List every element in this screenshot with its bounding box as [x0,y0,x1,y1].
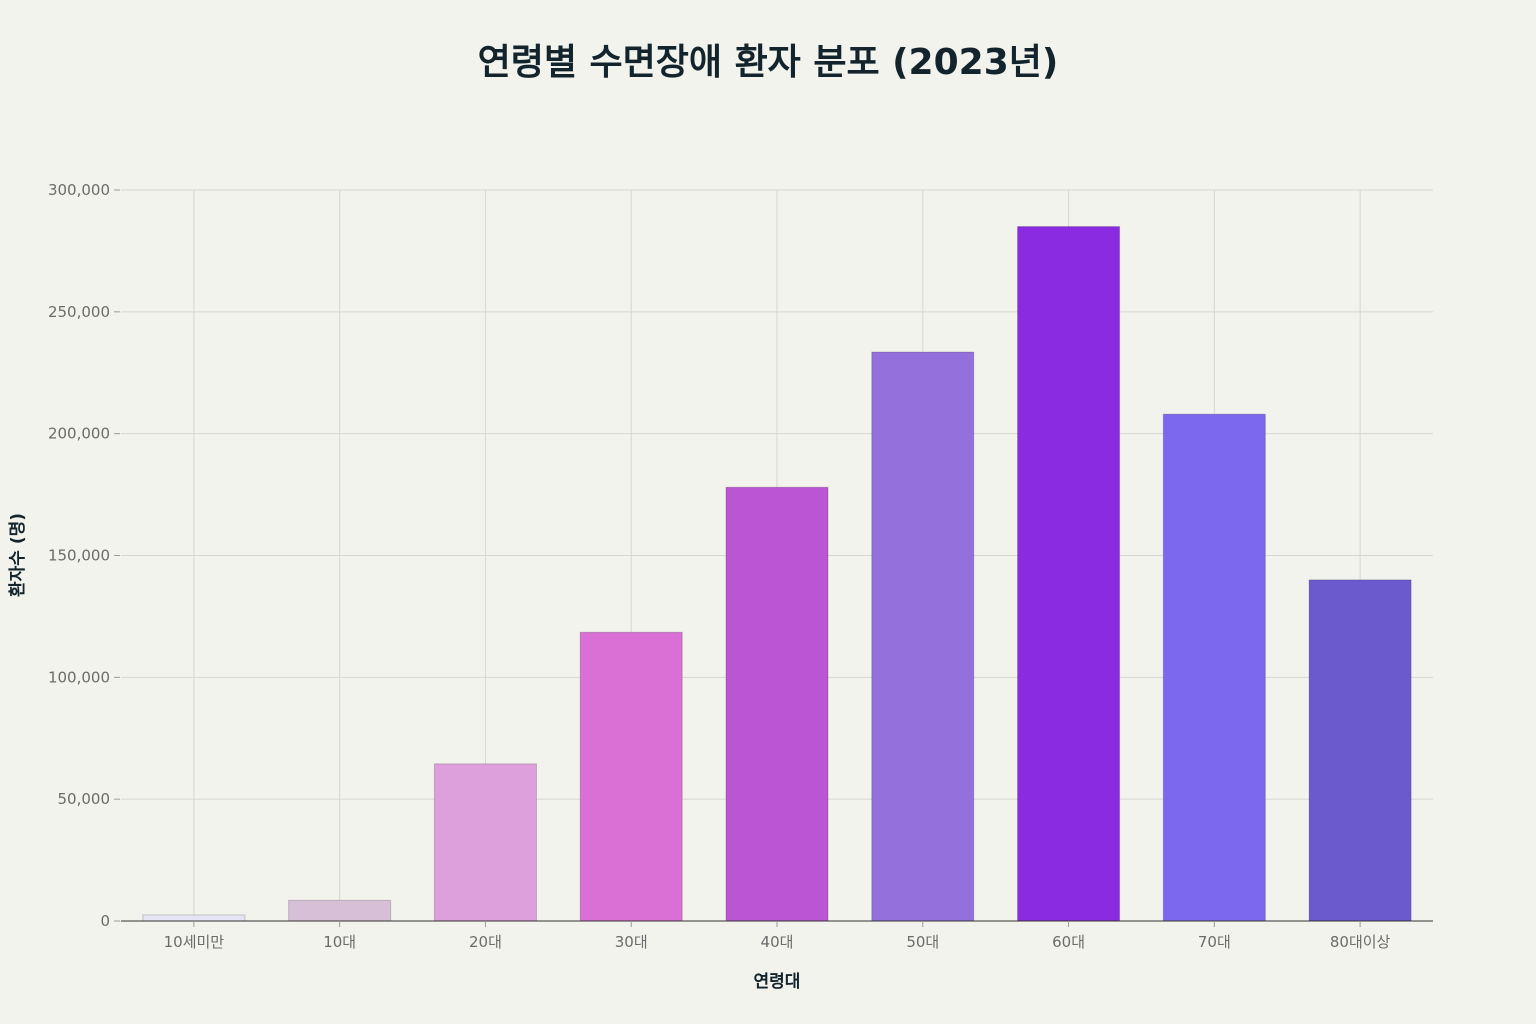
x-tick-label: 50대 [906,933,939,951]
y-axis-title: 환자수 (명) [8,513,28,597]
y-axis-ticks: 0 50,000 100,000 150,000 200,000 250,000 300,0… [48,181,120,930]
y-tick-label: 100,000 [48,668,110,686]
x-tick-label: 30대 [615,933,648,951]
x-tick-label: 20대 [469,933,502,951]
x-tick-label: 60대 [1052,933,1085,951]
x-tick-label: 80대이상 [1330,933,1391,951]
x-tick-label: 10대 [323,933,356,951]
bar-3 [433,763,537,922]
bar-4 [579,631,683,922]
x-tick-label: 40대 [761,933,794,951]
bar-8 [1162,413,1266,922]
chart-title: 연령별 수면장애 환자 분포 (2023년) [478,42,1059,83]
bar-5 [725,486,829,922]
y-tick-label: 300,000 [48,181,110,199]
bar-2 [288,899,392,922]
y-tick-label: 150,000 [48,547,110,565]
bars [142,226,1412,922]
y-tick-label: 0 [100,912,110,930]
x-axis-ticks: 10세미만 10대 20대 30대 40대 50대 60대 70대 80대이상 [164,921,1391,951]
y-tick-label: 200,000 [48,425,110,443]
bar-7 [1017,226,1121,922]
y-tick-label: 50,000 [58,790,111,808]
bar-9 [1308,579,1412,922]
bar-6 [871,351,975,922]
x-axis-title: 연령대 [754,971,801,992]
x-tick-label: 10세미만 [164,933,225,951]
y-tick-label: 250,000 [48,303,110,321]
bar-1 [142,914,246,922]
x-tick-label: 70대 [1198,933,1231,951]
